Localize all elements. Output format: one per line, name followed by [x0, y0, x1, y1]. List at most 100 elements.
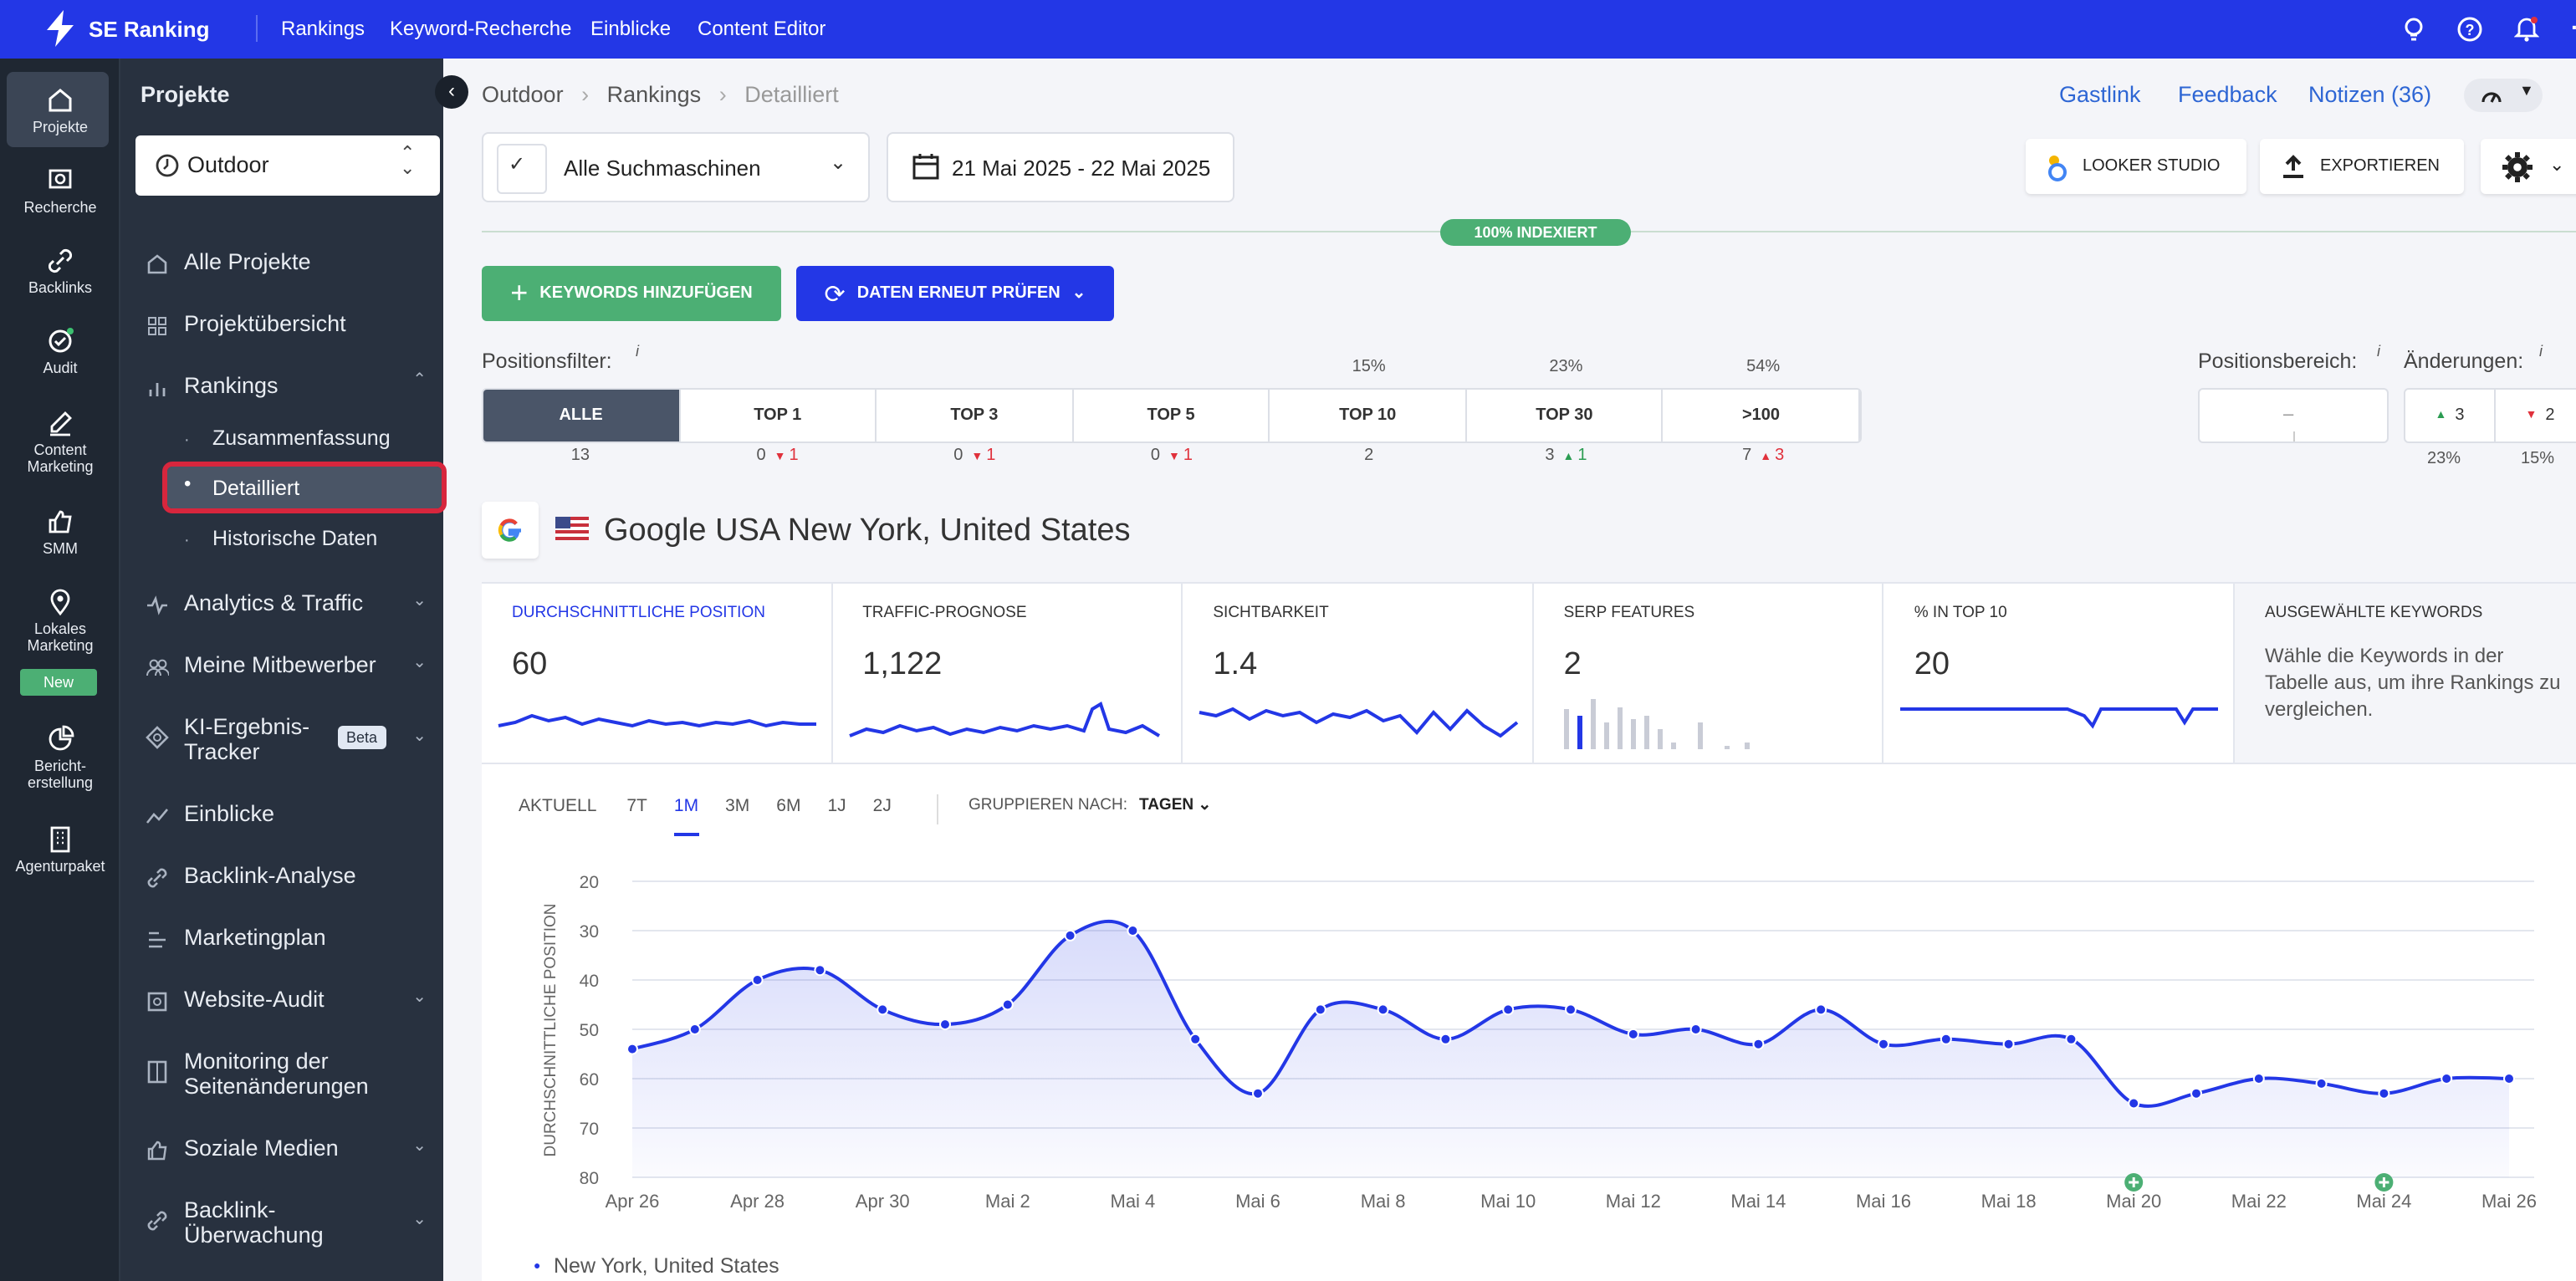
data-point[interactable]: [1752, 1038, 1765, 1050]
period-tab-1M[interactable]: 1M: [673, 796, 699, 836]
average-position-chart[interactable]: 20 30 40 50 60 70 80 DURCHSCHNITTLICHE POSITION…: [482, 843, 2576, 1261]
data-point[interactable]: [626, 1043, 638, 1055]
data-point[interactable]: [1314, 1003, 1326, 1016]
metric-card-3[interactable]: SERP FEATURES 2: [1533, 584, 1884, 763]
nav-einblicke[interactable]: Einblicke: [590, 17, 672, 40]
period-tab-2J[interactable]: 2J: [872, 796, 892, 816]
data-point[interactable]: [1064, 929, 1076, 942]
speed-toggle[interactable]: ▼: [2464, 79, 2543, 112]
position-range-input[interactable]: –: [2198, 388, 2389, 443]
date-range-picker[interactable]: 21 Mai 2025 - 22 Mai 2025: [887, 132, 1234, 202]
changes-up-filter[interactable]: ▲ 3: [2405, 390, 2496, 441]
info-icon[interactable]: i: [2377, 343, 2380, 360]
nav-rankings[interactable]: Rankings: [281, 17, 365, 40]
data-point[interactable]: [1565, 1003, 1577, 1016]
data-point[interactable]: [1815, 1003, 1827, 1016]
data-point[interactable]: [2315, 1077, 2328, 1090]
chevron-down-icon: ⌄: [2549, 156, 2565, 176]
period-tab-3M[interactable]: 3M: [725, 796, 750, 816]
metric-card-4[interactable]: % IN TOP 10 20: [1883, 584, 2235, 763]
brand-name[interactable]: SE Ranking: [89, 17, 210, 42]
nav-content-editor[interactable]: Content Editor: [698, 17, 826, 40]
data-point[interactable]: [1940, 1033, 1952, 1045]
sidebar-item-backlink-ueberwachung[interactable]: Backlink-Überwachung ⌄: [146, 1197, 427, 1248]
sidebar-item-monitoring-seitenaenderungen[interactable]: Monitoring der Seitenänderungen: [146, 1049, 427, 1099]
data-point[interactable]: [1627, 1028, 1639, 1040]
rail-agenturpaket[interactable]: Agenturpaket: [0, 824, 120, 875]
data-point[interactable]: [1189, 1033, 1202, 1045]
rail-recherche[interactable]: Recherche: [0, 166, 120, 216]
rail-smm[interactable]: SMM: [0, 507, 120, 557]
data-point[interactable]: [2441, 1073, 2453, 1085]
data-point[interactable]: [1377, 1003, 1389, 1016]
looker-studio-button[interactable]: LOOKER STUDIO: [2026, 139, 2246, 194]
notifications-bell-icon[interactable]: [2514, 15, 2539, 42]
metric-card-0[interactable]: DURCHSCHNITTLICHE POSITION 60: [482, 584, 833, 763]
project-select[interactable]: Outdoor ⌃ ⌄: [135, 135, 440, 196]
rail-backlinks[interactable]: Backlinks: [0, 246, 120, 296]
data-point[interactable]: [2002, 1038, 2015, 1050]
filter-segment-3[interactable]: TOP 5: [1073, 390, 1270, 441]
collapse-sidebar-icon[interactable]: ‹: [435, 75, 468, 109]
filter-segment-2[interactable]: TOP 3: [877, 390, 1074, 441]
legend-label[interactable]: New York, United States: [554, 1254, 779, 1278]
rail-content-marketing[interactable]: Content Marketing: [0, 408, 120, 475]
settings-button[interactable]: ⌄: [2481, 139, 2576, 194]
period-tab-7T[interactable]: 7T: [626, 796, 647, 816]
data-point[interactable]: [1439, 1033, 1452, 1045]
group-by-select[interactable]: TAGEN ⌄: [1139, 796, 1212, 814]
data-point[interactable]: [1502, 1003, 1515, 1016]
data-point[interactable]: [814, 964, 826, 977]
feedback-link[interactable]: Feedback: [2178, 82, 2277, 107]
filter-segment-1[interactable]: TOP 1: [680, 390, 877, 441]
metric-card-2[interactable]: SICHTBARKEIT 1.4: [1183, 584, 1534, 763]
help-icon[interactable]: ?: [2457, 17, 2482, 42]
rail-audit[interactable]: Audit: [0, 326, 120, 376]
sidebar-item-detailliert[interactable]: [167, 467, 442, 508]
breadcrumb-rankings[interactable]: Rankings: [606, 82, 702, 107]
nav-keyword-recherche[interactable]: Keyword-Recherche: [390, 17, 572, 40]
data-point[interactable]: [1252, 1087, 1264, 1100]
data-point[interactable]: [2503, 1073, 2515, 1085]
add-keywords-button[interactable]: + KEYWORDS HINZUFÜGEN: [482, 266, 781, 321]
export-button[interactable]: EXPORTIEREN: [2260, 139, 2464, 194]
metric-card-1[interactable]: TRAFFIC-PROGNOSE 1,122: [832, 584, 1183, 763]
recheck-data-button[interactable]: ⟳ DATEN ERNEUT PRÜFEN ⌄: [796, 266, 1114, 321]
rail-lokales-marketing[interactable]: Lokales Marketing: [0, 587, 120, 654]
info-icon[interactable]: i: [636, 343, 639, 360]
data-point[interactable]: [939, 1018, 951, 1031]
sidebar-item-historische-daten[interactable]: Historische Daten: [212, 527, 378, 550]
filter-segment-5[interactable]: TOP 30: [1467, 390, 1664, 441]
breadcrumb-outdoor[interactable]: Outdoor: [482, 82, 564, 107]
filter-segment-0[interactable]: ALLE: [483, 390, 681, 441]
rail-projekte[interactable]: Projekte: [0, 85, 120, 135]
data-point[interactable]: [2128, 1097, 2140, 1110]
sidebar-item-ki-ergebnis-tracker[interactable]: KI-Ergebnis-Tracker Beta ⌄: [146, 714, 427, 764]
period-tab-6M[interactable]: 6M: [776, 796, 801, 816]
data-point[interactable]: [1127, 925, 1139, 937]
data-point[interactable]: [877, 1003, 889, 1016]
period-tab-AKTUELL[interactable]: AKTUELL: [519, 796, 597, 816]
data-point[interactable]: [2190, 1087, 2202, 1100]
sidebar-item-zusammenfassung[interactable]: Zusammenfassung: [212, 426, 391, 450]
data-point[interactable]: [751, 974, 764, 986]
metric-sparkline: [848, 702, 1160, 737]
data-point[interactable]: [1001, 998, 1014, 1011]
info-icon[interactable]: i: [2539, 343, 2543, 360]
changes-down-filter[interactable]: ▼ 2: [2525, 406, 2555, 425]
rail-berichterstellung[interactable]: Bericht-erstellung: [0, 724, 120, 791]
data-point[interactable]: [1878, 1038, 1889, 1050]
gastlink-link[interactable]: Gastlink: [2059, 82, 2141, 107]
data-point[interactable]: [2065, 1033, 2078, 1045]
data-point[interactable]: [1689, 1023, 1702, 1035]
data-point[interactable]: [688, 1023, 701, 1035]
search-engine-select[interactable]: ✓ Alle Suchmaschinen ⌄: [482, 132, 870, 202]
more-icon[interactable]: ···: [2571, 13, 2576, 40]
data-point[interactable]: [2252, 1073, 2265, 1085]
lightbulb-icon[interactable]: [2402, 17, 2425, 42]
data-point[interactable]: [2378, 1087, 2390, 1100]
filter-segment-4[interactable]: TOP 10: [1270, 390, 1467, 441]
notes-link[interactable]: Notizen (36): [2308, 82, 2432, 107]
filter-segment-6[interactable]: >100: [1664, 390, 1860, 441]
period-tab-1J[interactable]: 1J: [827, 796, 846, 816]
